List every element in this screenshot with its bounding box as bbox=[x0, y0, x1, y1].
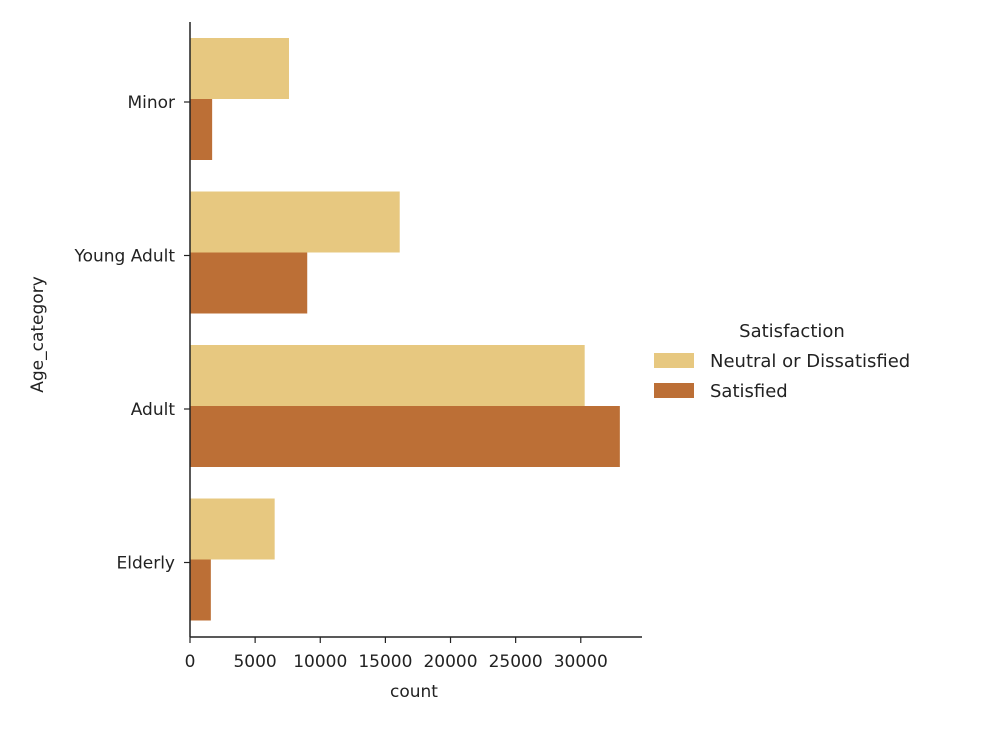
y-tick-label: Elderly bbox=[117, 554, 176, 574]
legend: Satisfaction Neutral or Dissatisfied Sat… bbox=[654, 321, 910, 402]
bar-elderly-satisfied bbox=[190, 559, 211, 621]
bar-young-adult-satisfied bbox=[190, 252, 308, 314]
bar-minor-satisfied bbox=[190, 99, 213, 160]
bar-young-adult-neutral bbox=[190, 191, 400, 253]
bars-group bbox=[190, 38, 620, 621]
x-tick-label: 25000 bbox=[489, 652, 543, 672]
bar-adult-satisfied bbox=[190, 406, 620, 467]
y-tick-label: Minor bbox=[127, 93, 175, 113]
x-tick-label: 20000 bbox=[423, 652, 477, 672]
legend-swatch-satisfied bbox=[654, 383, 694, 398]
bar-minor-neutral bbox=[190, 38, 289, 99]
legend-title: Satisfaction bbox=[739, 321, 845, 342]
legend-label-satisfied: Satisfied bbox=[710, 381, 788, 402]
y-tick-label: Adult bbox=[131, 400, 176, 420]
y-ticks-group: Minor Young Adult Adult Elderly bbox=[73, 93, 190, 574]
bar-adult-neutral bbox=[190, 345, 585, 406]
x-ticks-group: 0 5000 10000 15000 20000 25000 30000 bbox=[185, 637, 608, 672]
x-tick-label: 0 bbox=[185, 652, 196, 672]
legend-swatch-neutral bbox=[654, 353, 694, 368]
x-axis-label: count bbox=[390, 682, 438, 702]
x-tick-label: 10000 bbox=[293, 652, 347, 672]
x-tick-label: 30000 bbox=[554, 652, 608, 672]
y-tick-label: Young Adult bbox=[73, 247, 175, 267]
bar-elderly-neutral bbox=[190, 498, 275, 560]
x-tick-label: 5000 bbox=[233, 652, 276, 672]
x-tick-label: 15000 bbox=[358, 652, 412, 672]
legend-label-neutral: Neutral or Dissatisfied bbox=[710, 351, 910, 372]
y-axis-label: Age_category bbox=[28, 276, 48, 393]
